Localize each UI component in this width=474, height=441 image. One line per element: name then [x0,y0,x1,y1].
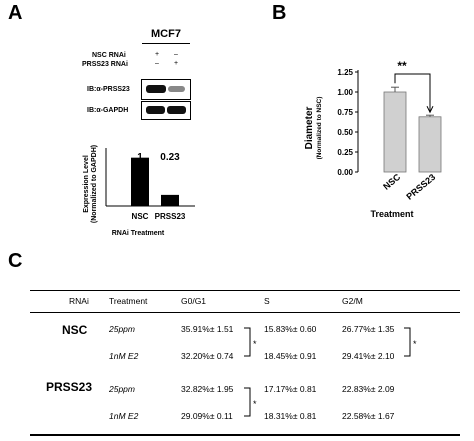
col-header-rnai: RNAi [69,296,89,306]
cell-line-label: MCF7 [151,28,181,40]
panel-a-letter: A [8,2,23,24]
chart-a-ylabel-1: Expression Level [83,155,90,213]
table-cell: 1nM E2 [109,351,139,361]
y-tick-label: 0.50 [337,128,353,137]
blot-label-prss23: IB:α-PRSS23 [87,86,130,93]
table-cell: 18.45%± 0.91 [264,351,317,361]
table-cell: 32.82%± 1.95 [181,384,234,394]
sig-mark: * [413,339,417,349]
chart-a-ylabel-2: (Normalized to GAPDH) [91,145,98,223]
table-cell: 22.58%± 1.67 [342,411,395,421]
blot-label-gapdh: IB:α-GAPDH [87,107,129,114]
lane-mark: – [155,60,159,67]
bar-nsc [131,157,149,206]
table-cell: 18.31%± 0.81 [264,411,317,421]
data-label: 0.23 [160,152,180,163]
y-tick-label: 0.25 [337,148,353,157]
table-cell: 25ppm [109,384,135,394]
chart-b-ylabel-1: Diameter [304,107,315,150]
y-tick-label: 0.75 [337,108,353,117]
table-cell: 32.20%± 0.74 [181,351,234,361]
y-tick-label: 1.00 [337,88,353,97]
col-header-s: S [264,296,270,306]
table-cell: 15.83%± 0.60 [264,324,317,334]
cell-line-underline [142,43,190,44]
group-label-nsc: NSC [62,323,88,337]
col-header-g0g1: G0/G1 [181,296,207,306]
table-bottom-rule [30,434,460,436]
table-cell: 1nM E2 [109,411,139,421]
table-cell: 25ppm [109,324,135,334]
sig-mark: * [253,399,257,409]
table-cell: 35.91%± 1.51 [181,324,234,334]
table-header-rule [30,312,460,313]
significance-bracket [394,73,431,112]
table-cell: 22.83%± 2.09 [342,384,395,394]
bracket-arrowhead [426,105,434,114]
y-tick-label: 0.00 [337,168,353,177]
expression-bar-chart: Expression Level (Normalized to GAPDH) 1… [83,145,195,237]
category-label: PRSS23 [155,212,186,221]
col-header-g2m: G2/M [342,296,363,306]
western-blot-gapdh [141,101,191,120]
blot-band [146,85,166,93]
bar-prss23 [161,194,179,206]
table-cell: 17.17%± 0.81 [264,384,317,394]
y-tick-label: 1.25 [337,68,353,77]
sig-mark: * [253,339,257,349]
category-label: NSC [132,212,149,221]
blot-band [146,106,165,114]
chart-b-xlabel: Treatment [370,209,413,219]
table-top-rule [30,290,460,291]
bracket [404,327,411,357]
western-blot-prss23 [141,79,191,100]
lane-mark: + [174,60,179,67]
prss23-rnai-label: PRSS23 RNAi [82,61,128,68]
table-cell: 26.77%± 1.35 [342,324,395,334]
chart-b-ylabel-2: (Normalized to NSC) [316,97,323,160]
table-cell: 29.09%± 0.11 [181,411,233,421]
diameter-bar-chart: Diameter (Normalized to NSC) 0.00 0.25 0.5… [304,59,442,219]
blot-band [167,106,186,114]
blot-band [168,86,185,92]
bracket [244,387,251,417]
col-header-treatment: Treatment [109,296,148,306]
group-label-prss23: PRSS23 [46,380,93,394]
data-label: 1 [137,152,143,163]
panel-b-letter: B [272,2,287,24]
significance-marker: ** [397,59,407,73]
table-cell: 29.41%± 2.10 [342,351,395,361]
nsc-rnai-label: NSC RNAi [92,52,126,59]
bracket [244,327,251,357]
chart-a-xlabel: RNAi Treatment [112,230,165,237]
lane-mark: – [174,51,178,58]
lane-mark: + [155,51,160,58]
panel-c-letter: C [8,250,23,272]
